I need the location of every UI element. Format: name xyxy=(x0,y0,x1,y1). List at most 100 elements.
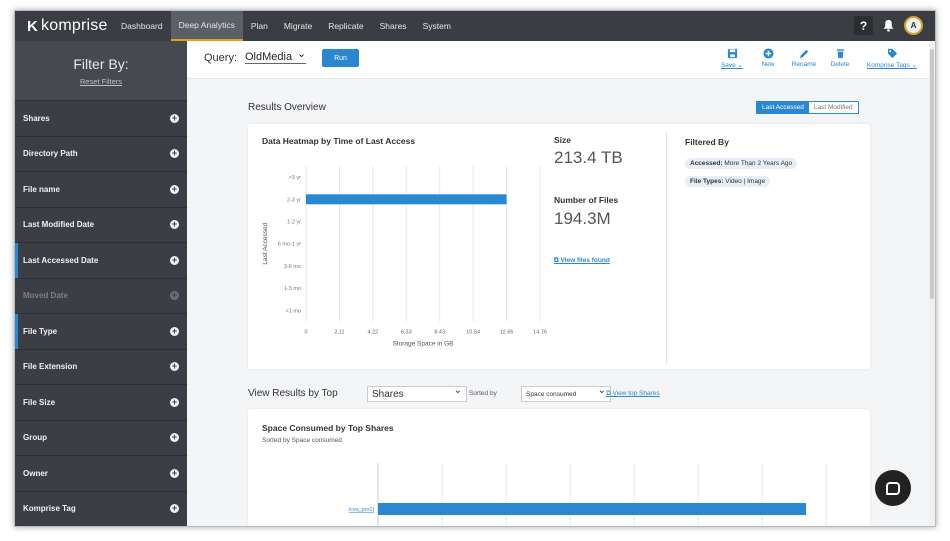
view-top-shares-link[interactable]: ⧉ View top Shares xyxy=(606,390,660,398)
y-tick-label: 1-3 mo xyxy=(284,286,301,292)
komprise-tags-button[interactable]: Komprise Tags ⌄ xyxy=(859,47,925,69)
top-select[interactable]: Shares xyxy=(367,385,467,402)
tags-label: Komprise Tags ⌄ xyxy=(866,62,918,69)
filter-label: File Extension xyxy=(23,362,78,372)
query-label: Query: xyxy=(204,52,238,64)
filtered-by-label: Filtered By xyxy=(685,137,729,147)
nav-dashboard[interactable]: Dashboard xyxy=(121,21,163,31)
card-divider xyxy=(666,132,667,365)
view-files-link[interactable]: ⧉ View files found xyxy=(554,257,610,265)
filter-directory-path[interactable]: Directory Path + xyxy=(15,135,187,172)
filter-title: Filter By: xyxy=(73,56,129,72)
save-label: Save ⌄ xyxy=(720,62,744,69)
sort-select[interactable]: Space consumed xyxy=(521,385,611,402)
x-tick-label: 6.33 xyxy=(401,329,412,335)
filter-label: Last Modified Date xyxy=(23,220,95,230)
trash-icon xyxy=(834,47,846,59)
results-overview-card: Data Heatmap by Time of Last Access 0 2.1… xyxy=(248,124,870,369)
filter-last-accessed-date[interactable]: Last Accessed Date + xyxy=(15,242,187,278)
filter-file-type[interactable]: File Type + xyxy=(15,313,187,349)
top-shares-card: Space Consumed by Top Shares Sorted by S… xyxy=(248,409,870,526)
rename-button[interactable]: Rename xyxy=(787,47,821,69)
plus-icon[interactable]: + xyxy=(170,254,179,265)
main-content: Results Overview Last Accessed Last Modi… xyxy=(187,79,931,526)
plus-icon[interactable]: + xyxy=(170,432,179,443)
y-tick-label: 2-3 yr xyxy=(287,197,301,203)
chat-button[interactable] xyxy=(875,470,911,506)
query-bar: Query: OldMedia Run Save ⌄ New Rename De… xyxy=(187,41,931,79)
plus-icon[interactable]: + xyxy=(170,148,179,159)
query-select[interactable]: OldMedia xyxy=(245,47,306,64)
access-toggle: Last Accessed Last Modified xyxy=(756,101,859,114)
filter-owner[interactable]: Owner + xyxy=(15,455,187,491)
plus-icon[interactable]: + xyxy=(170,361,179,372)
scrollbar-thumb[interactable] xyxy=(930,49,934,299)
y-tick-label: 1-2 yr xyxy=(287,220,301,226)
plus-icon[interactable]: + xyxy=(170,325,179,336)
filter-label: Last Accessed Date xyxy=(23,255,99,265)
bell-icon[interactable] xyxy=(879,16,898,35)
query-toolbar: Save ⌄ New Rename Delete Komprise Tags ⌄ xyxy=(715,47,925,69)
nav-plan[interactable]: Plan xyxy=(250,21,268,31)
size-label: Size xyxy=(554,135,572,145)
nav-shares[interactable]: Shares xyxy=(379,21,407,31)
help-icon[interactable]: ? xyxy=(854,16,873,35)
toggle-last-accessed[interactable]: Last Accessed xyxy=(757,102,809,113)
view-files-text: View files found xyxy=(560,257,610,264)
delete-button[interactable]: Delete xyxy=(823,47,857,69)
x-tick-label: 2.11 xyxy=(334,329,344,335)
logo[interactable]: K komprise xyxy=(27,17,113,35)
chat-bubble-icon xyxy=(886,481,900,495)
filter-label: Owner xyxy=(23,468,48,478)
external-link-icon: ⧉ xyxy=(554,257,561,264)
accessed-filter-chip: Accessed: More Than 2 Years Ago xyxy=(685,158,798,169)
plus-icon[interactable]: + xyxy=(170,396,179,407)
x-tick-label: 10.54 xyxy=(466,329,480,335)
plus-icon[interactable]: + xyxy=(170,112,179,123)
plus-icon[interactable]: + xyxy=(170,467,179,478)
pencil-icon xyxy=(798,47,810,59)
run-button[interactable]: Run xyxy=(322,49,359,67)
heatmap-chart: 0 2.11 4.22 6.33 8.43 10.54 12.65 14.76 >3 yr 2-3… xyxy=(262,166,547,347)
plus-icon[interactable]: + xyxy=(170,503,179,514)
y-tick-label: 3-6 mo xyxy=(284,264,301,270)
app-window: K komprise Dashboard Deep Analytics Plan… xyxy=(14,10,936,527)
file-types-filter-chip: File Types: Video | Image xyxy=(685,176,771,187)
chip-value: Video | Image xyxy=(723,178,766,185)
toggle-last-modified[interactable]: Last Modified xyxy=(808,102,858,113)
filter-file-extension[interactable]: File Extension + xyxy=(15,348,187,385)
filter-label: File Size xyxy=(23,397,56,407)
x-tick-label: 12.65 xyxy=(500,329,514,335)
nav-deep-analytics[interactable]: Deep Analytics xyxy=(170,11,243,41)
avatar[interactable]: A xyxy=(904,16,923,35)
filter-komprise-tag[interactable]: Komprise Tag + xyxy=(15,490,187,527)
rename-label: Rename xyxy=(791,61,817,68)
files-value: 194.3M xyxy=(554,209,611,228)
filter-shares[interactable]: Shares + xyxy=(15,100,187,136)
plus-icon[interactable]: + xyxy=(170,219,179,230)
save-button[interactable]: Save ⌄ xyxy=(715,47,749,69)
x-tick-label: 14.76 xyxy=(533,329,547,335)
top-nav: K komprise Dashboard Deep Analytics Plan… xyxy=(15,11,935,41)
filter-moved-date: Moved Date + xyxy=(15,277,187,314)
y-tick-label: <1 mo xyxy=(286,308,301,314)
external-link-icon: ⧉ xyxy=(606,390,613,397)
delete-label: Delete xyxy=(830,61,850,68)
filter-file-name[interactable]: File name + xyxy=(15,171,187,207)
new-button[interactable]: New xyxy=(751,47,785,69)
filter-label: Komprise Tag xyxy=(23,504,76,514)
view-results-by-top-heading: View Results by Top xyxy=(248,388,338,399)
scrollbar[interactable] xyxy=(929,41,935,526)
filter-group[interactable]: Group + xyxy=(15,419,187,456)
reset-filters-link[interactable]: Reset Filters xyxy=(79,77,123,86)
plus-icon[interactable]: + xyxy=(170,183,179,194)
top-shares-subtitle: Sorted by Space consumed xyxy=(262,437,342,444)
chip-key: File Types: xyxy=(690,178,724,185)
chip-value: More Than 2 Years Ago xyxy=(722,160,793,167)
nav-system[interactable]: System xyxy=(422,21,451,31)
filter-last-modified-date[interactable]: Last Modified Date + xyxy=(15,206,187,243)
filter-file-size[interactable]: File Size + xyxy=(15,384,187,420)
nav-replicate[interactable]: Replicate xyxy=(328,21,364,31)
nav-migrate[interactable]: Migrate xyxy=(283,21,313,31)
x-tick-label: 4.22 xyxy=(367,329,378,335)
